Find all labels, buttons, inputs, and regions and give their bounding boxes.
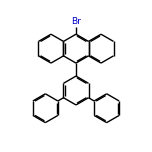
Text: Br: Br: [71, 17, 81, 26]
